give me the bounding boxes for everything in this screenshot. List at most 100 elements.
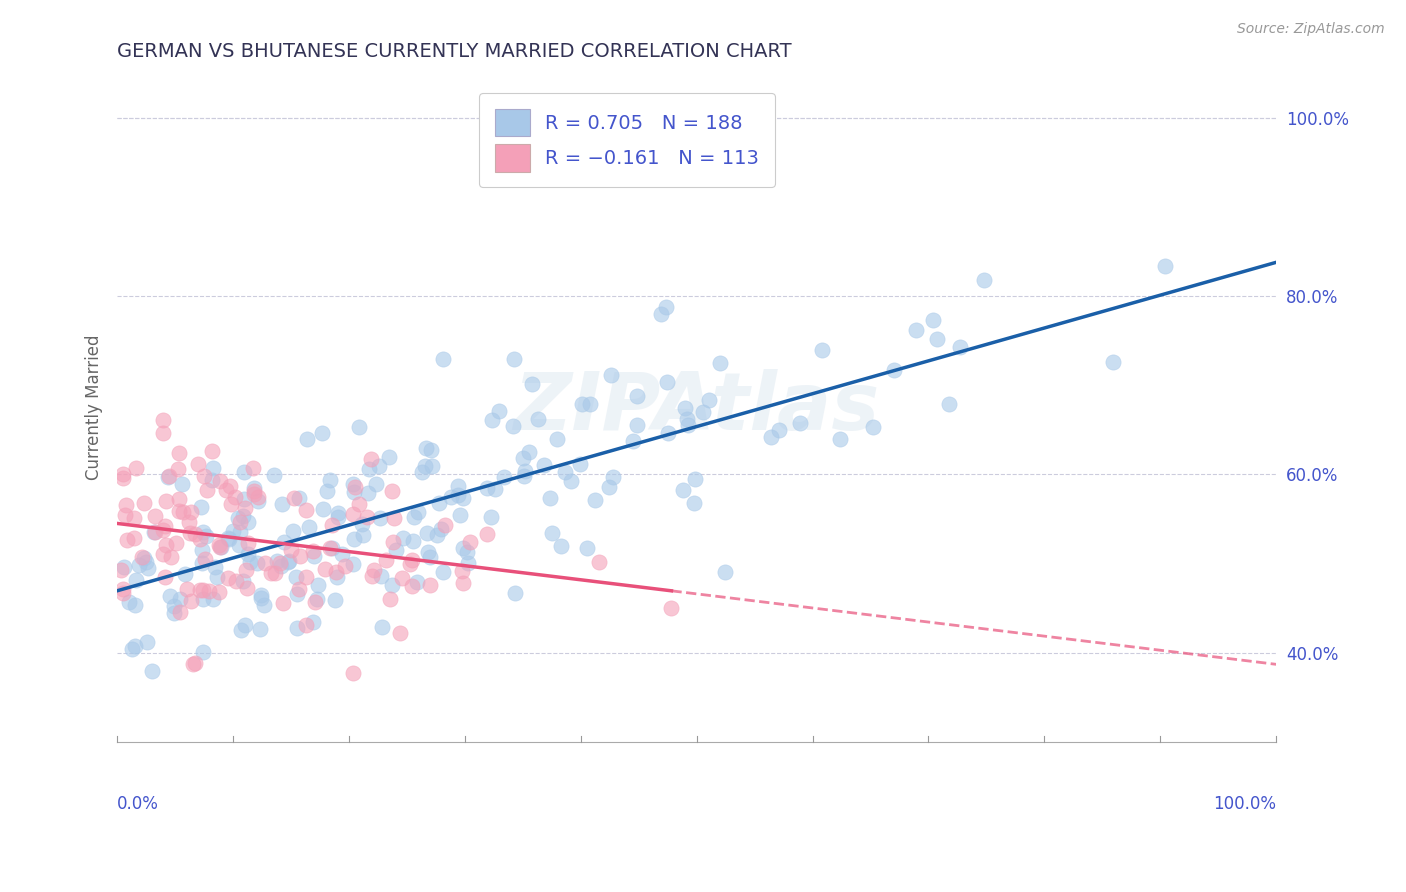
Point [330, 548, 353, 562]
Point [288, 582, 311, 596]
Point [359, 462, 381, 476]
Point [209, 475, 232, 489]
Point [166, 462, 188, 476]
Point [124, 639, 146, 653]
Point [682, 496, 704, 510]
Point [284, 570, 307, 584]
Point [335, 558, 357, 573]
Point [768, 423, 790, 437]
Point [307, 578, 329, 592]
Point [217, 531, 239, 545]
Point [811, 343, 834, 358]
Point [377, 450, 399, 464]
Point [343, 485, 366, 500]
Point [326, 570, 349, 584]
Point [420, 459, 443, 474]
Point [163, 599, 186, 613]
Point [883, 363, 905, 377]
Point [692, 404, 714, 418]
Point [194, 552, 217, 566]
Point [342, 476, 364, 491]
Point [236, 536, 259, 550]
Point [419, 578, 441, 592]
Point [249, 623, 271, 637]
Point [479, 510, 502, 524]
Point [118, 595, 141, 609]
Point [243, 482, 266, 496]
Point [347, 498, 370, 512]
Point [579, 397, 602, 411]
Point [599, 368, 621, 382]
Point [401, 553, 423, 567]
Point [571, 397, 593, 411]
Point [236, 547, 259, 561]
Point [153, 570, 176, 584]
Point [152, 426, 174, 441]
Point [201, 473, 224, 487]
Point [388, 626, 411, 640]
Point [360, 452, 382, 467]
Point [533, 458, 555, 472]
Point [207, 538, 229, 552]
Point [302, 615, 325, 629]
Point [167, 504, 190, 518]
Point [166, 535, 188, 549]
Point [218, 532, 240, 546]
Point [406, 575, 429, 590]
Point [135, 555, 157, 569]
Point [124, 598, 146, 612]
Point [224, 491, 246, 505]
Point [922, 313, 945, 327]
Point [391, 571, 413, 585]
Point [447, 488, 470, 502]
Point [174, 567, 197, 582]
Point [343, 480, 366, 494]
Point [314, 562, 336, 576]
Legend: R = 0.705   N = 188, R = −0.161   N = 113: R = 0.705 N = 188, R = −0.161 N = 113 [479, 93, 775, 187]
Point [503, 586, 526, 600]
Point [264, 566, 287, 581]
Point [114, 499, 136, 513]
Point [451, 491, 474, 506]
Point [541, 525, 564, 540]
Point [250, 588, 273, 602]
Point [143, 525, 166, 540]
Point [155, 494, 177, 508]
Point [172, 505, 194, 519]
Text: 100.0%: 100.0% [1213, 795, 1277, 814]
Point [550, 539, 572, 553]
Point [121, 642, 143, 657]
Point [363, 563, 385, 577]
Point [413, 459, 436, 474]
Point [285, 587, 308, 601]
Point [273, 534, 295, 549]
Point [305, 591, 328, 606]
Point [177, 516, 200, 530]
Point [384, 511, 406, 525]
Point [172, 477, 194, 491]
Point [295, 617, 318, 632]
Point [201, 592, 224, 607]
Point [364, 477, 387, 491]
Point [191, 583, 214, 598]
Point [302, 549, 325, 563]
Point [125, 461, 148, 475]
Point [456, 545, 478, 559]
Point [190, 533, 212, 547]
Point [352, 528, 374, 542]
Point [380, 591, 402, 606]
Point [169, 606, 191, 620]
Point [280, 543, 302, 558]
Point [527, 412, 550, 426]
Point [239, 555, 262, 569]
Point [323, 592, 346, 607]
Point [246, 490, 269, 504]
Point [512, 468, 534, 483]
Point [122, 531, 145, 545]
Point [789, 416, 811, 430]
Point [430, 522, 453, 536]
Point [136, 635, 159, 649]
Point [163, 606, 186, 620]
Point [432, 566, 454, 580]
Point [233, 500, 256, 515]
